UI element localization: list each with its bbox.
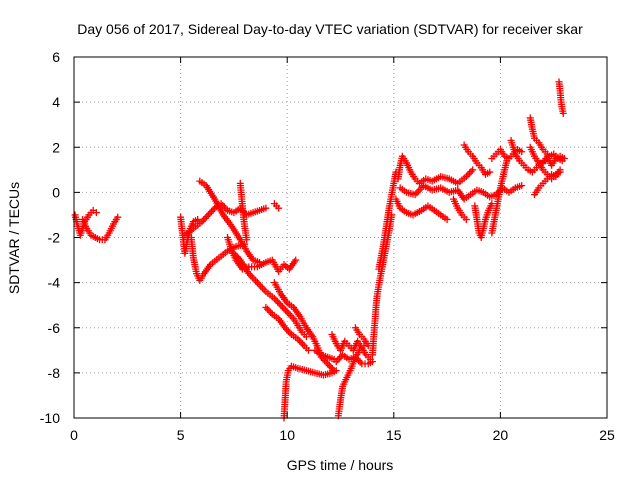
- series-trace-t: [375, 168, 400, 273]
- data-point-marker: [274, 298, 282, 306]
- data-point-marker: [243, 236, 251, 244]
- y-tick-label: -4: [48, 275, 61, 291]
- data-point-marker: [200, 216, 208, 224]
- data-point-marker: [282, 306, 290, 314]
- x-tick-label: 5: [177, 427, 185, 443]
- data-point-marker: [114, 213, 122, 221]
- data-point-marker: [201, 214, 209, 222]
- x-tick-label: 20: [493, 427, 509, 443]
- data-point-marker: [92, 209, 100, 217]
- series-trace-b: [79, 213, 122, 244]
- data-point-marker: [469, 166, 477, 174]
- data-point-marker: [262, 303, 270, 311]
- data-point-marker: [327, 363, 335, 371]
- data-point-marker: [556, 166, 564, 174]
- data-point-marker: [203, 213, 211, 221]
- series-trace-q: [334, 342, 368, 420]
- data-point-marker: [208, 208, 216, 216]
- data-point-marker: [285, 310, 293, 318]
- series-trace-ag: [539, 152, 568, 169]
- series-trace-l: [262, 303, 313, 354]
- series-trace-r: [351, 324, 372, 350]
- axes: 0 5 10 15 20 25 -10 -8 -6 -4 -2 0 2 4 6: [40, 49, 615, 443]
- series-trace-ad: [526, 114, 551, 158]
- x-axis-title: GPS time / hours: [287, 457, 394, 473]
- data-point-marker: [443, 215, 451, 223]
- series-trace-h: [236, 179, 251, 244]
- data-point-marker: [297, 338, 305, 346]
- data-point-marker: [305, 346, 313, 354]
- data-point-marker: [292, 256, 300, 264]
- x-tick-label: 25: [599, 427, 615, 443]
- y-tick-label: 0: [52, 184, 60, 200]
- data-point-marker: [464, 171, 472, 179]
- series-trace-j: [230, 249, 310, 341]
- data-point-marker: [518, 148, 526, 156]
- y-tick-label: -6: [48, 320, 61, 336]
- x-tick-label: 15: [386, 427, 402, 443]
- x-tick-label: 0: [70, 427, 78, 443]
- data-point-marker: [332, 367, 340, 375]
- series-trace-w: [396, 182, 526, 203]
- series-trace-y: [460, 141, 494, 178]
- data-point-marker: [467, 168, 475, 176]
- data-point-marker: [486, 168, 494, 176]
- y-tick-label: 2: [52, 139, 60, 155]
- series-trace-m: [280, 362, 340, 422]
- data-point-marker: [262, 204, 270, 212]
- data-point-marker: [299, 340, 307, 348]
- series-trace-af: [531, 166, 564, 199]
- series-trace-x: [449, 195, 470, 223]
- y-tick-label: -2: [48, 230, 61, 246]
- plot-frame: [73, 56, 608, 419]
- data-point-marker: [278, 303, 286, 311]
- data-point-marker: [275, 204, 283, 212]
- data-point-marker: [280, 305, 288, 313]
- data-point-marker: [283, 308, 291, 316]
- chart-title: Day 056 of 2017, Sidereal Day-to-day VTE…: [77, 21, 583, 37]
- data-point-marker: [465, 169, 473, 177]
- data-point-marker: [263, 305, 271, 313]
- data-point-marker: [272, 296, 280, 304]
- data-point-marker: [462, 215, 470, 223]
- series-trace-ah: [555, 78, 567, 117]
- data-point-marker: [324, 360, 332, 368]
- data-point-marker: [302, 333, 310, 341]
- data-point-marker: [368, 358, 376, 366]
- y-tick-label: 6: [52, 49, 60, 65]
- data-point-marker: [284, 327, 292, 335]
- series-trace-g: [224, 234, 300, 275]
- y-tick-label: 4: [52, 94, 60, 110]
- data-point-marker: [295, 337, 303, 345]
- data-point-marker: [334, 356, 342, 364]
- data-point-marker: [286, 329, 294, 337]
- series-trace-i: [270, 200, 283, 212]
- data-point-marker: [518, 182, 526, 190]
- series-trace-z: [471, 200, 496, 241]
- data-marks: [71, 78, 568, 422]
- y-tick-label: -10: [40, 410, 60, 426]
- y-axis-title: SDTVAR / TECUs: [6, 182, 22, 294]
- data-point-marker: [204, 211, 212, 219]
- x-tick-label: 10: [279, 427, 295, 443]
- data-point-marker: [560, 155, 568, 163]
- grid-lines: [74, 57, 607, 418]
- data-point-marker: [206, 209, 214, 217]
- y-tick-label: -8: [48, 365, 61, 381]
- data-point-marker: [277, 301, 285, 309]
- data-point-marker: [559, 109, 567, 117]
- data-point-marker: [325, 362, 333, 370]
- data-point-marker: [265, 307, 273, 315]
- data-point-marker: [286, 311, 294, 319]
- data-point-marker: [275, 299, 283, 307]
- data-point-marker: [267, 309, 275, 317]
- series-trace-v: [392, 195, 451, 223]
- series-trace-u: [394, 152, 477, 187]
